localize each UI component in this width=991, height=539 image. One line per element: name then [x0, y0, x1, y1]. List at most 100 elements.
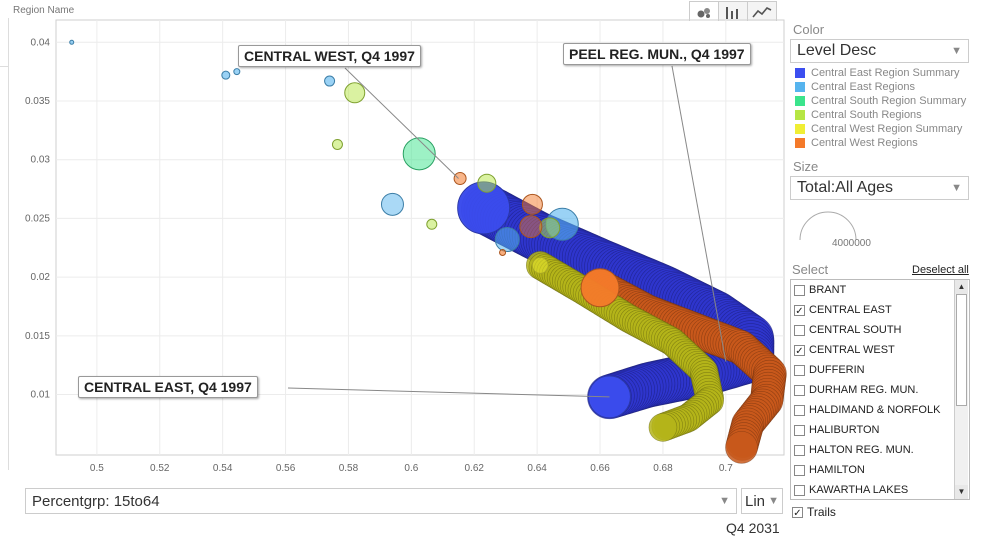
region-checkbox[interactable] — [794, 284, 805, 296]
bubble-point[interactable] — [519, 215, 543, 239]
region-item[interactable]: HALTON REG. MUN. — [791, 440, 969, 460]
region-checkbox[interactable]: ✓ — [794, 344, 805, 357]
region-item[interactable]: ✓ CENTRAL WEST — [791, 340, 969, 360]
plot-area — [55, 19, 785, 456]
scroll-down-icon[interactable]: ▼ — [955, 485, 968, 499]
scale-dropdown[interactable]: Lin ▼ — [741, 488, 783, 514]
region-checkbox[interactable] — [794, 444, 805, 456]
bubble-point[interactable] — [233, 68, 241, 76]
region-label: CENTRAL EAST — [809, 304, 892, 316]
region-item[interactable]: CENTRAL SOUTH — [791, 320, 969, 340]
percent-group-dropdown[interactable]: Percentgrp: 15to64 ▼ — [25, 488, 737, 514]
left-panel-tab[interactable] — [0, 18, 9, 67]
legend-label: Central South Regions — [811, 109, 922, 121]
y-tick-label: 0.01 — [31, 390, 51, 401]
scroll-up-icon[interactable]: ▲ — [955, 280, 968, 294]
region-checkbox[interactable] — [794, 424, 805, 436]
chevron-down-icon: ▼ — [951, 182, 962, 194]
bubble-point[interactable] — [531, 256, 549, 274]
size-legend-circle — [799, 211, 857, 241]
x-tick-label: 0.64 — [527, 463, 547, 474]
annotation-leader-line — [671, 65, 727, 362]
x-tick-label: 0.68 — [653, 463, 673, 474]
legend-item[interactable]: Central South Region Summary — [795, 94, 966, 108]
trails-checkbox[interactable]: ✓ — [792, 506, 803, 519]
legend-item[interactable]: Central South Regions — [795, 108, 966, 122]
bubble-point[interactable] — [344, 82, 366, 104]
legend-item[interactable]: Central West Regions — [795, 136, 966, 150]
region-item[interactable]: HALDIMAND & NORFOLK — [791, 400, 969, 420]
bubble-point[interactable] — [521, 193, 543, 215]
trails-toggle[interactable]: ✓ Trails — [792, 505, 836, 519]
region-item[interactable]: ✓ CENTRAL EAST — [791, 300, 969, 320]
bubble-point[interactable] — [221, 70, 231, 80]
region-checkbox[interactable] — [794, 404, 805, 416]
select-header: Select — [792, 262, 829, 277]
region-checkbox[interactable]: ✓ — [794, 304, 805, 317]
size-by-dropdown[interactable]: Total:All Ages ▼ — [790, 176, 969, 200]
chevron-down-icon: ▼ — [768, 495, 779, 507]
region-item[interactable]: KAWARTHA LAKES — [791, 480, 969, 499]
chevron-down-icon: ▼ — [719, 495, 730, 507]
legend-item[interactable]: Central West Region Summary — [795, 122, 966, 136]
bubble-point[interactable] — [331, 138, 343, 150]
annotation-peel[interactable]: PEEL REG. MUN., Q4 1997 — [563, 43, 751, 65]
bubble-point[interactable] — [402, 137, 436, 171]
size-header: Size — [793, 159, 819, 174]
annotation-central-east[interactable]: CENTRAL EAST, Q4 1997 — [78, 376, 258, 398]
region-checkbox[interactable] — [794, 464, 805, 476]
legend-item[interactable]: Central East Regions — [795, 80, 966, 94]
region-item[interactable]: BRANT — [791, 280, 969, 300]
bubbles — [69, 39, 631, 419]
region-checkbox[interactable] — [794, 384, 805, 396]
legend-item[interactable]: Central East Region Summary — [795, 66, 966, 80]
y-tick-label: 0.035 — [25, 96, 50, 107]
region-item[interactable]: HAMILTON — [791, 460, 969, 480]
region-list-scrollbar[interactable]: ▲ ▼ — [954, 280, 968, 499]
bubble-chart-tab[interactable] — [689, 1, 719, 21]
bubble-point[interactable] — [453, 172, 467, 186]
region-name-label: Region Name — [13, 5, 75, 16]
y-tick-label: 0.04 — [31, 37, 51, 48]
annotation-central-west[interactable]: CENTRAL WEST, Q4 1997 — [238, 45, 421, 67]
bubble-trails — [458, 182, 787, 464]
region-item[interactable]: DUFFERIN — [791, 360, 969, 380]
size-legend-value: 4000000 — [832, 238, 871, 249]
y-tick-label: 0.02 — [31, 272, 51, 283]
chevron-down-icon: ▼ — [951, 45, 962, 57]
color-by-dropdown[interactable]: Level Desc ▼ — [790, 39, 969, 63]
region-item[interactable]: HALIBURTON — [791, 420, 969, 440]
legend-swatch — [795, 110, 805, 120]
left-panel-edge — [0, 18, 9, 470]
bubble-point[interactable] — [539, 217, 561, 239]
bubble-point[interactable] — [580, 268, 620, 308]
region-label: DURHAM REG. MUN. — [809, 384, 919, 396]
bubble-chart-icon — [697, 7, 710, 18]
bubble-point[interactable] — [324, 75, 336, 87]
region-label: HALDIMAND & NORFOLK — [809, 404, 941, 416]
region-checkbox[interactable] — [794, 324, 805, 336]
bubble-point[interactable] — [477, 173, 497, 193]
bubble-point[interactable] — [69, 39, 75, 45]
bubble-point[interactable] — [499, 248, 507, 256]
line-chart-icon — [752, 6, 772, 18]
y-tick-label: 0.025 — [25, 213, 50, 224]
y-tick-label: 0.03 — [31, 155, 51, 166]
annotation-leader-line — [344, 67, 459, 179]
region-checkbox[interactable] — [794, 364, 805, 376]
line-chart-tab[interactable] — [747, 1, 777, 21]
legend-swatch — [795, 124, 805, 134]
region-item[interactable]: DURHAM REG. MUN. — [791, 380, 969, 400]
region-checkbox[interactable] — [794, 484, 805, 496]
legend-label: Central South Region Summary — [811, 95, 967, 107]
bubble-point[interactable] — [426, 218, 438, 230]
scroll-thumb[interactable] — [956, 294, 967, 406]
deselect-all-link[interactable]: Deselect all — [912, 264, 969, 276]
region-select-list[interactable]: BRANT ✓ CENTRAL EAST CENTRAL SOUTH ✓ CENTRAL … — [790, 279, 970, 500]
region-label: DUFFERIN — [809, 364, 865, 376]
bubble-point[interactable] — [380, 192, 404, 216]
region-label: HAMILTON — [809, 464, 865, 476]
bubble-point[interactable] — [494, 227, 520, 253]
legend-label: Central East Region Summary — [811, 67, 960, 79]
